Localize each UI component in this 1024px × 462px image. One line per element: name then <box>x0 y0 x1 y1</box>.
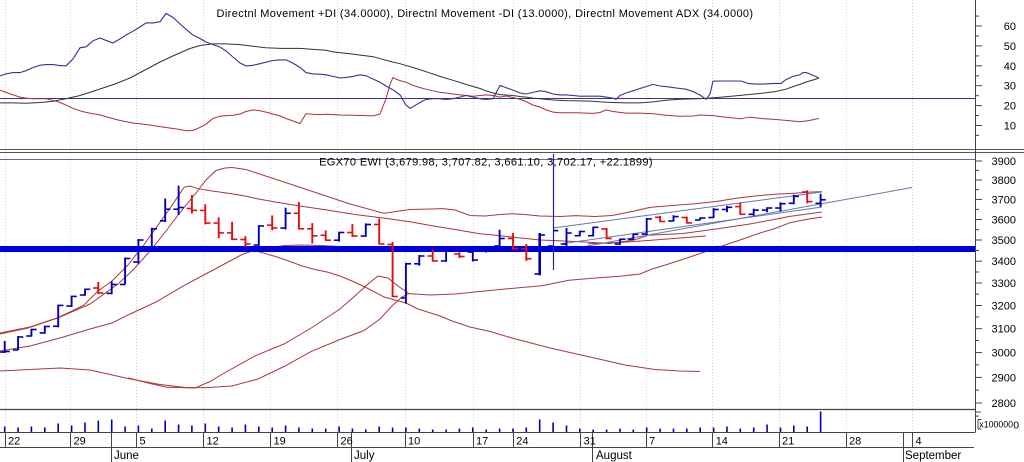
svg-text:3000: 3000 <box>992 348 1016 360</box>
svg-text:17: 17 <box>476 436 488 448</box>
svg-text:3600: 3600 <box>992 215 1016 227</box>
svg-text:Directnl Movement +DI (34.0000: Directnl Movement +DI (34.0000), Directn… <box>217 8 754 20</box>
svg-text:60: 60 <box>1004 21 1016 33</box>
svg-text:31: 31 <box>584 436 596 448</box>
svg-text:3100: 3100 <box>992 324 1016 336</box>
svg-text:19: 19 <box>274 436 286 448</box>
svg-text:14: 14 <box>716 436 728 448</box>
svg-text:24: 24 <box>516 436 528 448</box>
svg-text:August: August <box>596 450 633 462</box>
svg-text:40: 40 <box>1004 61 1016 73</box>
svg-text:21: 21 <box>782 436 794 448</box>
svg-text:22: 22 <box>8 436 20 448</box>
svg-text:June: June <box>114 450 139 462</box>
svg-text:July: July <box>354 450 375 462</box>
svg-text:29: 29 <box>74 436 86 448</box>
svg-text:7: 7 <box>649 436 655 448</box>
svg-text:3900: 3900 <box>992 156 1016 168</box>
svg-text:x100000: x100000 <box>979 420 1013 430</box>
svg-text:3300: 3300 <box>992 278 1016 290</box>
svg-text:4: 4 <box>916 436 922 448</box>
svg-text:3200: 3200 <box>992 301 1016 313</box>
svg-text:10: 10 <box>1004 121 1016 133</box>
svg-text:10: 10 <box>408 436 420 448</box>
svg-text:50: 50 <box>1004 41 1016 53</box>
svg-text:12: 12 <box>207 436 219 448</box>
svg-text:3500: 3500 <box>992 235 1016 247</box>
svg-text:5: 5 <box>140 436 146 448</box>
svg-text:September: September <box>905 450 961 462</box>
svg-text:28: 28 <box>849 436 861 448</box>
svg-text:2900: 2900 <box>992 372 1016 384</box>
svg-text:3700: 3700 <box>992 194 1016 206</box>
svg-text:3800: 3800 <box>992 175 1016 187</box>
svg-text:30: 30 <box>1004 81 1016 93</box>
svg-text:3400: 3400 <box>992 256 1016 268</box>
svg-text:20: 20 <box>1004 101 1016 113</box>
svg-text:EGX70 EWI (3,679.98, 3,707.82,: EGX70 EWI (3,679.98, 3,707.82, 3,661.10,… <box>319 157 653 169</box>
svg-text:26: 26 <box>341 436 353 448</box>
svg-text:2800: 2800 <box>992 398 1016 410</box>
svg-text:0: 0 <box>1013 420 1019 432</box>
